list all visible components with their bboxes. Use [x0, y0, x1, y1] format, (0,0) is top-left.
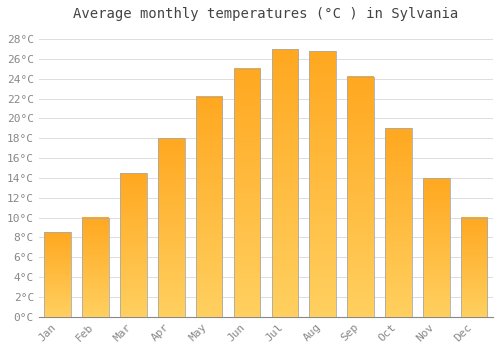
Bar: [310, 51, 336, 317]
Bar: [120, 173, 146, 317]
Bar: [385, 128, 411, 317]
Title: Average monthly temperatures (°C ) in Sylvania: Average monthly temperatures (°C ) in Sy…: [74, 7, 458, 21]
Bar: [461, 218, 487, 317]
Bar: [234, 69, 260, 317]
Bar: [158, 138, 184, 317]
Bar: [272, 49, 298, 317]
Bar: [82, 218, 109, 317]
Bar: [348, 77, 374, 317]
Bar: [423, 178, 450, 317]
Bar: [44, 232, 71, 317]
Bar: [196, 97, 222, 317]
